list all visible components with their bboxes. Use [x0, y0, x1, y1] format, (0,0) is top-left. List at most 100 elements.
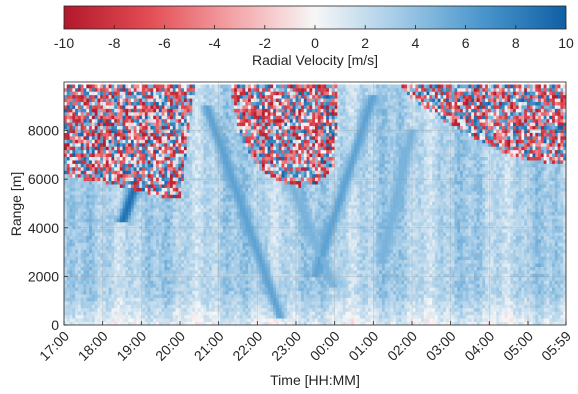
heatmap-cell — [214, 139, 218, 144]
heatmap-cell — [211, 184, 215, 188]
heatmap-cell — [161, 208, 165, 212]
heatmap-cell — [103, 190, 107, 195]
heatmap-cell — [125, 204, 129, 209]
heatmap-cell — [111, 270, 115, 274]
heatmap-cell — [119, 228, 123, 233]
heatmap-cell — [181, 307, 185, 312]
heatmap-cell — [142, 290, 146, 295]
heatmap-cell — [153, 283, 157, 288]
heatmap-cell — [122, 300, 126, 305]
heatmap-cell — [189, 283, 193, 288]
heatmap-cell — [153, 194, 157, 199]
heatmap-cell — [161, 115, 165, 120]
heatmap-cell — [64, 245, 68, 250]
heatmap-cell — [136, 215, 140, 219]
heatmap-cell — [183, 311, 188, 316]
heatmap-cell — [183, 84, 188, 89]
heatmap-cell — [200, 318, 204, 322]
heatmap-cell — [195, 208, 199, 212]
heatmap-cell — [175, 215, 179, 219]
heatmap-cell — [167, 287, 171, 292]
heatmap-cell — [181, 304, 185, 309]
heatmap-cell — [103, 91, 107, 96]
heatmap-cell — [169, 142, 174, 147]
heatmap-cell — [192, 125, 196, 130]
heatmap-cell — [242, 146, 246, 151]
heatmap-cell — [136, 98, 140, 103]
heatmap-cell — [122, 142, 126, 147]
heatmap-cell — [256, 153, 260, 157]
heatmap-cell — [128, 146, 132, 151]
heatmap-cell — [200, 118, 204, 123]
heatmap-cell — [181, 108, 185, 113]
heatmap-cell — [128, 129, 132, 133]
heatmap-cell — [122, 259, 126, 264]
heatmap-cell — [75, 108, 79, 113]
colorbar-tick-label: -6 — [158, 35, 171, 51]
heatmap-cell — [253, 122, 257, 127]
heatmap-cell — [130, 142, 135, 147]
heatmap-cell — [125, 297, 129, 302]
heatmap-cell — [83, 232, 87, 237]
heatmap-cell — [228, 94, 232, 99]
heatmap-cell — [242, 149, 246, 154]
heatmap-cell — [220, 118, 224, 123]
heatmap-cell — [186, 259, 190, 264]
heatmap-cell — [189, 108, 193, 113]
heatmap-cell — [222, 118, 227, 123]
heatmap-cell — [136, 232, 140, 237]
heatmap-cell — [114, 232, 118, 237]
heatmap-cell — [231, 208, 235, 212]
heatmap-cell — [77, 108, 82, 113]
heatmap-cell — [253, 153, 257, 157]
heatmap-cell — [175, 94, 179, 99]
heatmap-cell — [153, 125, 157, 130]
heatmap-cell — [142, 245, 146, 250]
heatmap-cell — [122, 263, 126, 267]
heatmap-cell — [94, 166, 98, 171]
heatmap-cell — [69, 118, 73, 123]
heatmap-cell — [161, 252, 165, 257]
heatmap-cell — [114, 266, 118, 271]
heatmap-cell — [192, 314, 196, 319]
heatmap-cell — [116, 221, 121, 226]
heatmap-cell — [139, 105, 143, 109]
heatmap-cell — [236, 235, 241, 240]
heatmap-cell — [203, 245, 207, 250]
heatmap-cell — [214, 190, 218, 195]
heatmap-cell — [86, 118, 90, 123]
heatmap-cell — [231, 242, 235, 247]
heatmap-cell — [231, 280, 235, 285]
heatmap-cell — [72, 232, 76, 237]
heatmap-cell — [245, 252, 249, 257]
heatmap-cell — [80, 146, 84, 151]
heatmap-cell — [116, 287, 121, 292]
heatmap-cell — [189, 276, 193, 281]
heatmap-cell — [239, 87, 243, 92]
heatmap-cell — [66, 163, 70, 168]
heatmap-cell — [144, 287, 149, 292]
heatmap-cell — [250, 129, 255, 133]
heatmap-cell — [186, 135, 190, 140]
heatmap-cell — [116, 235, 121, 240]
heatmap-cell — [253, 280, 257, 285]
heatmap-cell — [91, 239, 96, 243]
heatmap-cell — [169, 276, 174, 281]
heatmap-cell — [242, 84, 246, 89]
heatmap-cell — [217, 266, 221, 271]
heatmap-cell — [211, 142, 215, 147]
heatmap-cell — [125, 87, 129, 92]
heatmap-cell — [203, 280, 207, 285]
heatmap-cell — [172, 111, 176, 116]
heatmap-cell — [142, 276, 146, 281]
heatmap-cell — [242, 132, 246, 137]
heatmap-cell — [108, 270, 112, 274]
heatmap-cell — [80, 132, 84, 137]
heatmap-cell — [133, 304, 137, 309]
heatmap-cell — [103, 122, 107, 127]
heatmap-cell — [234, 239, 238, 243]
heatmap-cell — [111, 153, 115, 157]
heatmap-cell — [175, 180, 179, 185]
heatmap-cell — [103, 218, 107, 223]
heatmap-cell — [236, 307, 241, 312]
